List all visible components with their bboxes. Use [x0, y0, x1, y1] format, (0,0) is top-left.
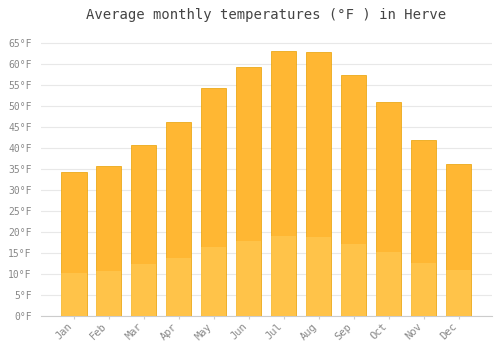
Bar: [166, 122, 192, 316]
Bar: [306, 52, 332, 316]
Bar: [411, 263, 436, 316]
Bar: [62, 172, 86, 316]
Bar: [132, 145, 156, 316]
Bar: [201, 247, 226, 316]
Bar: [62, 273, 86, 316]
Bar: [306, 237, 332, 316]
Bar: [236, 67, 262, 316]
Bar: [236, 241, 262, 316]
Bar: [446, 164, 471, 316]
Bar: [166, 258, 192, 316]
Bar: [376, 102, 401, 316]
Bar: [376, 252, 401, 316]
Title: Average monthly temperatures (°F ) in Herve: Average monthly temperatures (°F ) in He…: [86, 8, 447, 22]
Bar: [341, 75, 366, 316]
Bar: [271, 51, 296, 316]
Bar: [446, 270, 471, 316]
Bar: [271, 237, 296, 316]
Bar: [96, 166, 122, 316]
Bar: [411, 140, 436, 316]
Bar: [96, 271, 122, 316]
Bar: [132, 264, 156, 316]
Bar: [341, 244, 366, 316]
Bar: [201, 88, 226, 316]
